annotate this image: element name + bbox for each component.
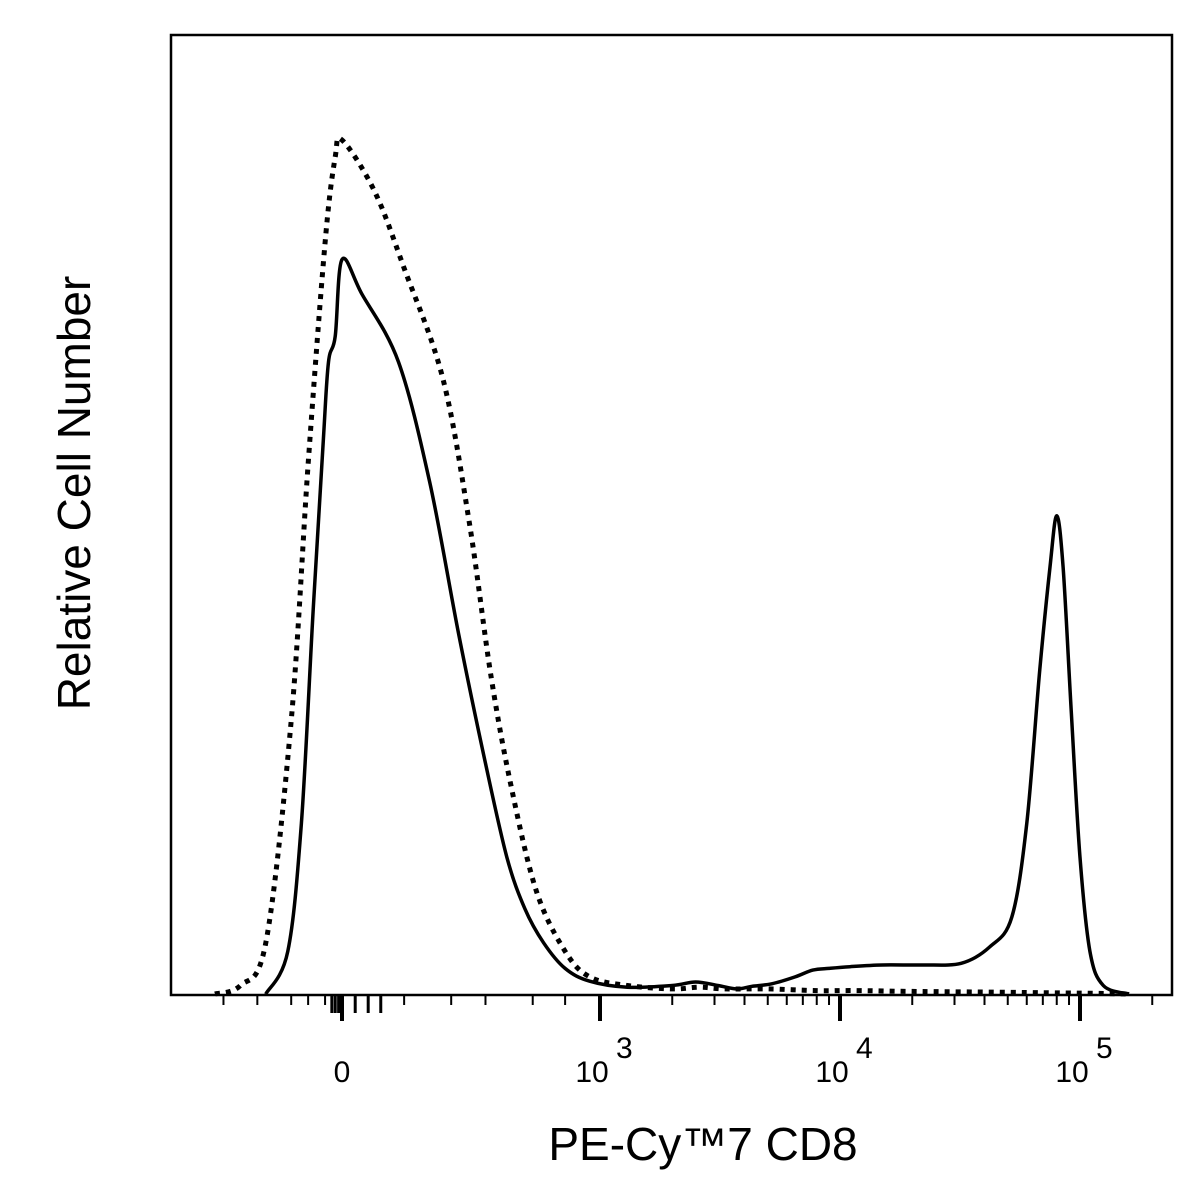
x-tick-label: 0 [334,1056,351,1089]
y-axis-title: Relative Cell Number [48,276,100,711]
x-tick-label: 10 [1055,1056,1088,1089]
x-minor-ticks [222,995,1154,1013]
x-tick-exponent: 4 [856,1032,873,1065]
x-tick-label: 10 [815,1056,848,1089]
x-tick-label: 10 [575,1056,608,1089]
series-solid-line [264,256,1130,996]
series-dotted-line [214,135,1130,997]
series-layer [214,135,1130,997]
x-tick-exponent: 5 [1096,1032,1113,1065]
x-axis-title: PE-Cy™7 CD8 [548,1118,857,1170]
x-tick-exponent: 3 [616,1032,633,1065]
x-major-ticks [340,995,1082,1021]
